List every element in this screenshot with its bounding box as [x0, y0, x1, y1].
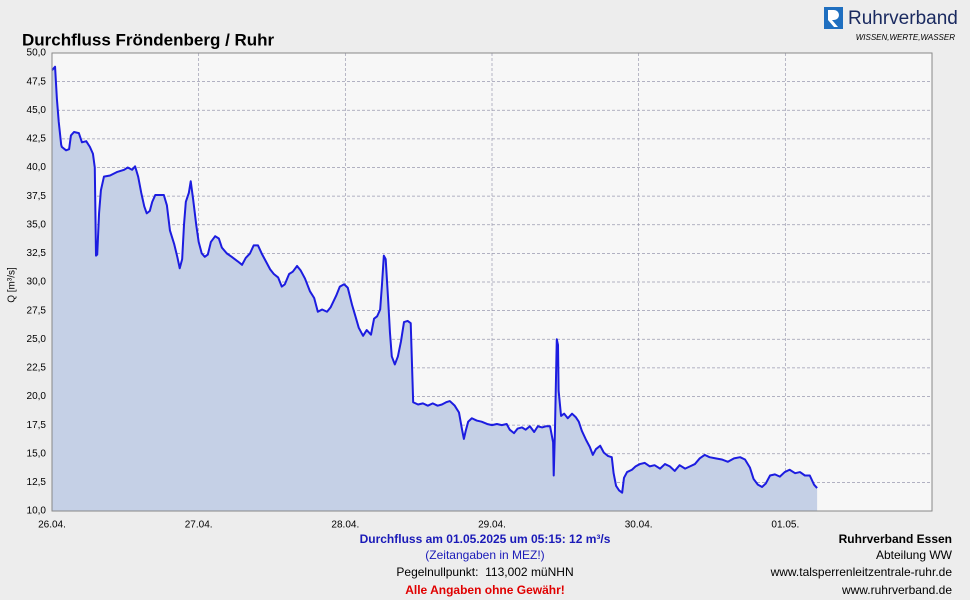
labels: 10,0 12,5 15,0 17,5 20,0 22,5 25,0 27,5 30,0 32,5… [27, 48, 800, 531]
y-axis-label: Q [m³/s] [7, 267, 18, 303]
marks [51, 65, 818, 512]
logo-r [828, 10, 839, 27]
brand: Ruhrverband [848, 8, 958, 29]
slogan: WISSEN,WERTE,WASSER [856, 33, 955, 42]
y-tick-label: 27,5 [27, 305, 47, 316]
x-tick-label: 01.05. [771, 520, 799, 531]
x-tick-label: 28.04. [331, 520, 359, 531]
organization: Ruhrverband Essen [839, 532, 952, 546]
x-tick-label: 29.04. [478, 520, 506, 531]
y-tick-label: 30,0 [27, 277, 47, 288]
line [51, 65, 818, 494]
plot-border [51, 52, 933, 512]
y-tick-label: 15,0 [27, 448, 47, 459]
area [52, 66, 818, 512]
department: Abteilung WW [876, 548, 953, 562]
y-tick-label: 22,5 [27, 363, 47, 374]
chart-title: Durchfluss Fröndenberg / Ruhr [22, 30, 275, 49]
y-tick-label: 50,0 [27, 48, 47, 59]
timezone-note: (Zeitangaben in MEZ!) [425, 548, 544, 562]
y-tick-label: 20,0 [27, 391, 47, 402]
y-tick-label: 17,5 [27, 420, 47, 431]
url: www.ruhrverband.de [841, 583, 952, 597]
x-tick-label: 27.04. [185, 520, 213, 531]
url: www.talsperrenleitzentrale-ruhr.de [770, 565, 953, 579]
x-tick-label: 30.04. [625, 520, 653, 531]
y-tick-label: 25,0 [27, 334, 47, 345]
y-tick-label: 12,5 [27, 477, 47, 488]
gauge-zero: Pegelnullpunkt: 113,002 müNHN [396, 565, 573, 579]
disclaimer: Alle Angaben ohne Gewähr! [405, 583, 565, 597]
y-tick-label: 10,0 [27, 506, 47, 517]
y-tick-label: 42,5 [27, 134, 47, 145]
y-tick-label: 37,5 [27, 191, 47, 202]
y-tick-label: 35,0 [27, 219, 47, 230]
y-tick-label: 32,5 [27, 248, 47, 259]
x-tick-label: 26.04. [38, 520, 66, 531]
y-tick-label: 40,0 [27, 162, 47, 173]
current-value: Durchfluss am 01.05.2025 um 05:15: 12 m³… [360, 532, 611, 546]
y-tick-label: 45,0 [27, 105, 47, 116]
logo: Ruhrverband WISSEN,WERTE,WASSER [824, 7, 958, 42]
y-tick-label: 47,5 [27, 76, 47, 87]
